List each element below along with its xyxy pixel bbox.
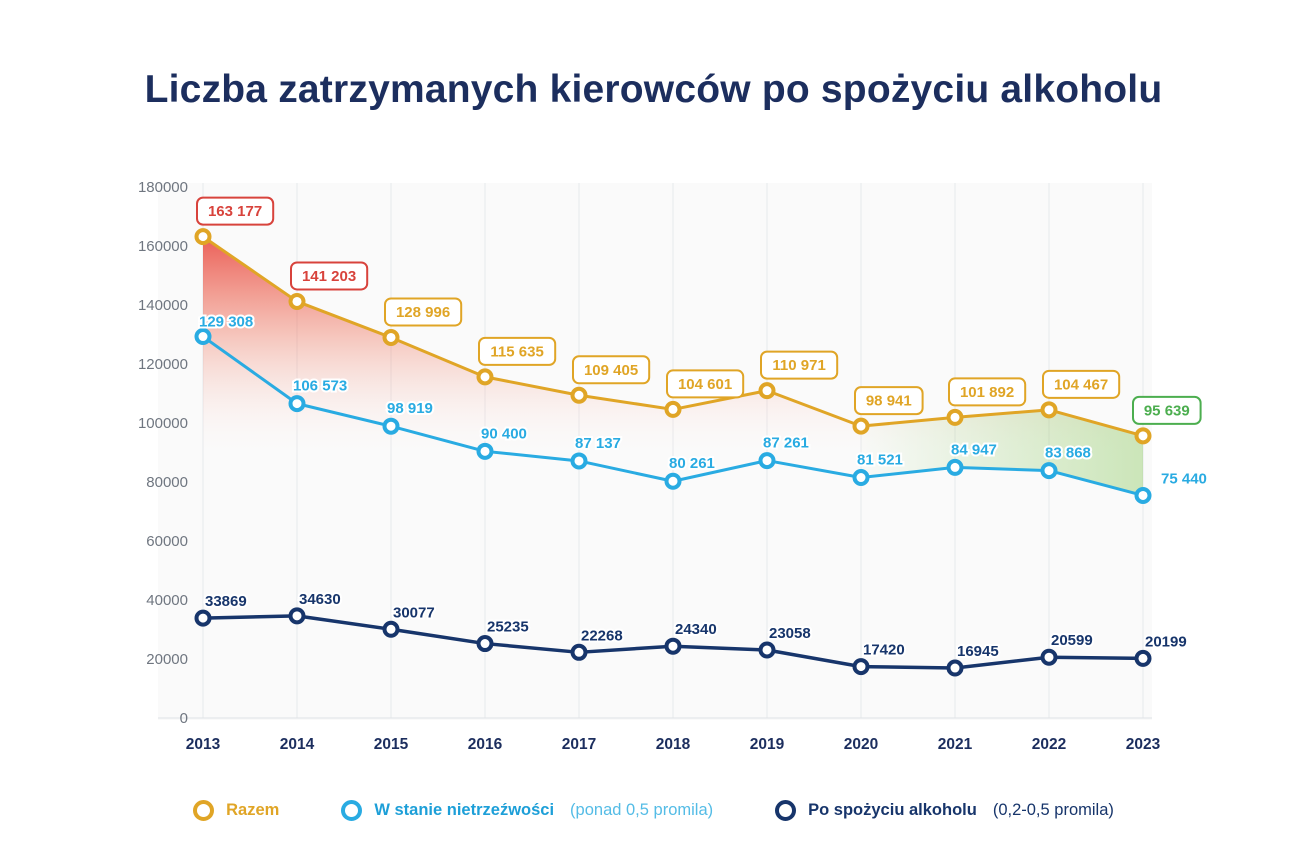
svg-text:33869: 33869 — [205, 593, 247, 610]
legend-item-razem[interactable]: Razem — [193, 800, 279, 821]
svg-text:104 601: 104 601 — [678, 376, 732, 393]
svg-text:2023: 2023 — [1126, 736, 1161, 753]
legend-label-nietrzezwosc: W stanie nietrzeźwości — [374, 801, 555, 819]
value-box — [1042, 369, 1121, 399]
svg-text:2013: 2013 — [186, 736, 221, 753]
legend-label-razem: Razem — [226, 801, 280, 819]
svg-text:22268: 22268 — [581, 627, 623, 644]
legend: Razem W stanie nietrzeźwości (ponad 0,5 … — [0, 800, 1307, 821]
svg-text:98 919: 98 919 — [387, 400, 433, 417]
svg-text:80 261: 80 261 — [669, 455, 715, 472]
labels-blue: 129 308 106 573 98 919 90 400 87 137 80 261 87… — [197, 312, 1209, 490]
markers-gold — [194, 228, 1152, 445]
svg-text:120000: 120000 — [138, 356, 188, 373]
svg-text:2018: 2018 — [656, 736, 691, 753]
svg-text:180000: 180000 — [138, 179, 188, 196]
svg-text:98 941: 98 941 — [866, 393, 912, 410]
razem-marker-icon — [193, 800, 215, 821]
svg-text:110 971: 110 971 — [772, 357, 825, 374]
svg-text:34630: 34630 — [299, 591, 341, 608]
legend-label-po-spozyciu: Po spożyciu alkoholu — [808, 801, 977, 819]
svg-text:101 892: 101 892 — [960, 384, 1014, 401]
svg-text:106 573: 106 573 — [293, 378, 347, 395]
svg-text:24340: 24340 — [675, 621, 717, 638]
x-axis-labels: 2013 2014 2015 2016 2017 2018 2019 2020 2021 2022… — [186, 736, 1161, 753]
svg-text:140000: 140000 — [138, 297, 188, 314]
svg-text:129 308: 129 308 — [199, 314, 253, 331]
svg-text:23058: 23058 — [769, 625, 811, 642]
svg-text:40000: 40000 — [146, 592, 188, 609]
svg-text:2022: 2022 — [1032, 736, 1066, 753]
svg-text:80000: 80000 — [146, 474, 188, 491]
svg-text:20000: 20000 — [146, 651, 188, 668]
svg-text:163 177: 163 177 — [208, 203, 262, 220]
svg-text:17420: 17420 — [863, 642, 905, 659]
svg-text:84 947: 84 947 — [951, 441, 997, 458]
svg-text:2021: 2021 — [938, 736, 973, 753]
svg-text:87 261: 87 261 — [763, 435, 809, 452]
svg-text:60000: 60000 — [146, 533, 188, 550]
po-spozyciu-marker-icon — [775, 800, 797, 821]
y-axis-labels: 0 20000 40000 60000 80000 100000 120000 140000 1… — [138, 179, 188, 727]
svg-text:25235: 25235 — [487, 619, 529, 636]
svg-text:2019: 2019 — [750, 736, 785, 753]
svg-text:160000: 160000 — [138, 238, 188, 255]
legend-item-nietrzezwosc[interactable]: W stanie nietrzeźwości (ponad 0,5 promil… — [341, 800, 713, 821]
labels-razem-boxes: 163 177 141 203 128 996 115 635 109 405 104 6… — [196, 196, 1202, 425]
chart-area: 0 20000 40000 60000 80000 100000 120000 140000 1… — [138, 179, 1209, 753]
value-box — [572, 355, 651, 385]
svg-text:30077: 30077 — [393, 604, 435, 621]
svg-text:109 405: 109 405 — [584, 362, 638, 379]
svg-text:95 639: 95 639 — [1144, 402, 1190, 419]
value-box — [948, 377, 1027, 407]
value-box — [666, 369, 745, 399]
value-box — [196, 196, 275, 226]
svg-text:2017: 2017 — [562, 736, 596, 753]
svg-text:0: 0 — [180, 710, 188, 727]
svg-text:20599: 20599 — [1051, 632, 1093, 649]
value-box — [384, 297, 463, 327]
svg-text:100000: 100000 — [138, 415, 188, 432]
labels-navy: 33869 34630 30077 25235 22268 24340 23058 17420… — [203, 589, 1189, 662]
svg-text:115 635: 115 635 — [490, 343, 543, 360]
svg-text:2015: 2015 — [374, 736, 409, 753]
svg-text:104 467: 104 467 — [1054, 376, 1108, 393]
value-box — [478, 336, 557, 366]
svg-text:2014: 2014 — [280, 736, 315, 753]
svg-text:75 440: 75 440 — [1161, 470, 1207, 487]
svg-text:2016: 2016 — [468, 736, 503, 753]
legend-suffix-po-spozyciu: (0,2-0,5 promila) — [992, 801, 1114, 819]
svg-text:20199: 20199 — [1145, 633, 1187, 650]
legend-item-po-spozyciu[interactable]: Po spożyciu alkoholu (0,2-0,5 promila) — [775, 800, 1114, 821]
svg-text:83 868: 83 868 — [1045, 445, 1091, 462]
svg-text:141 203: 141 203 — [302, 268, 356, 285]
svg-text:16945: 16945 — [957, 643, 999, 660]
markers-navy — [194, 607, 1152, 677]
svg-text:128 996: 128 996 — [396, 304, 450, 321]
svg-text:81 521: 81 521 — [857, 452, 903, 469]
value-box — [290, 261, 369, 291]
value-box — [854, 386, 924, 416]
nietrzezwosc-marker-icon — [341, 800, 363, 821]
svg-text:90 400: 90 400 — [481, 425, 527, 442]
value-box — [1132, 395, 1202, 425]
svg-text:2020: 2020 — [844, 736, 878, 753]
svg-text:87 137: 87 137 — [575, 435, 621, 452]
markers-blue — [194, 328, 1152, 504]
page-title: Liczba zatrzymanych kierowców po spożyci… — [144, 68, 1163, 111]
legend-suffix-nietrzezwosc: (ponad 0,5 promila) — [570, 801, 714, 819]
chart-svg: 0 20000 40000 60000 80000 100000 120000 140000 1… — [138, 179, 1209, 753]
area-green — [861, 409, 1143, 496]
value-box — [760, 350, 839, 380]
